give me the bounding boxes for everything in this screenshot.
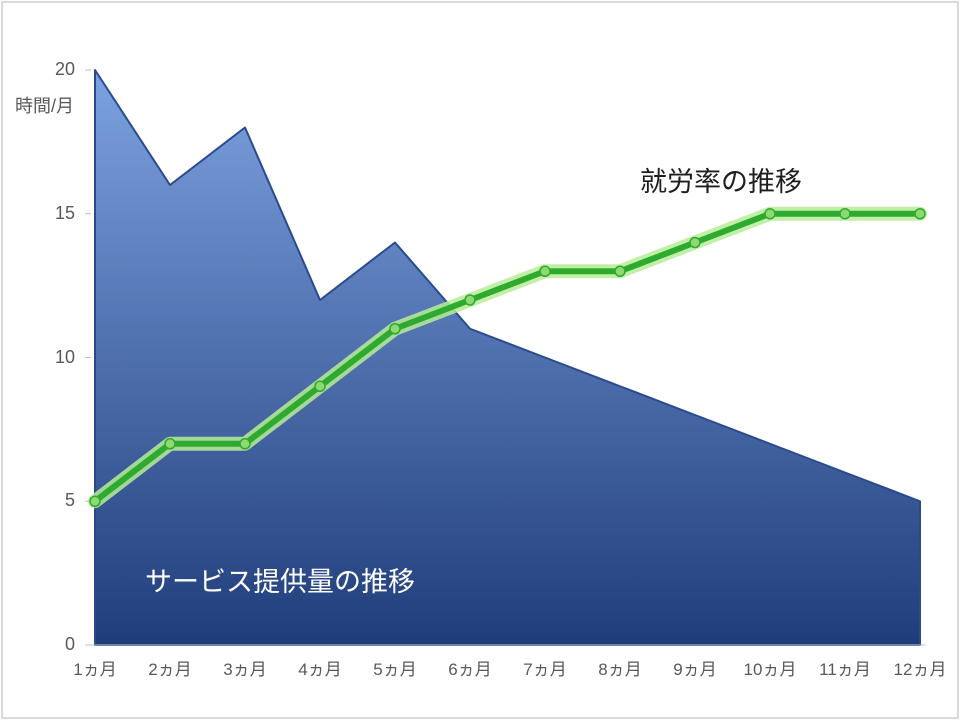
xtick-label: 11ヵ月: [819, 655, 871, 680]
xtick-label: 10ヵ月: [744, 655, 797, 680]
line-marker: [315, 381, 325, 391]
ytick-label: 0: [35, 634, 75, 655]
chart-svg: [0, 0, 960, 720]
xtick-label: 3ヵ月: [223, 655, 266, 680]
ytick-label: 15: [35, 203, 75, 224]
xtick-label: 7ヵ月: [523, 655, 566, 680]
line-marker: [690, 238, 700, 248]
line-marker: [915, 209, 925, 219]
ytick-label: 20: [35, 59, 75, 80]
line-series-label: 就労率の推移: [640, 160, 802, 199]
xtick-label: 8ヵ月: [598, 655, 641, 680]
xtick-label: 2ヵ月: [148, 655, 191, 680]
line-marker: [240, 439, 250, 449]
xtick-label: 9ヵ月: [673, 655, 716, 680]
yaxis-title: 時間/月: [15, 92, 74, 118]
chart-container: 時間/月 サービス提供量の推移 就労率の推移 0 5 10 15 20 1ヵ月 2ヵ月 3ヵ月…: [0, 0, 960, 720]
line-marker: [390, 324, 400, 334]
line-marker: [615, 266, 625, 276]
line-marker: [840, 209, 850, 219]
xtick-label: 1ヵ月: [73, 655, 116, 680]
area-series: [95, 70, 920, 645]
line-marker: [165, 439, 175, 449]
xtick-label: 5ヵ月: [373, 655, 416, 680]
area-series-label: サービス提供量の推移: [145, 560, 415, 599]
line-marker: [540, 266, 550, 276]
xtick-label: 4ヵ月: [298, 655, 341, 680]
line-marker: [465, 295, 475, 305]
xtick-label: 12ヵ月: [894, 655, 947, 680]
xtick-label: 6ヵ月: [448, 655, 491, 680]
ytick-label: 5: [35, 490, 75, 511]
line-marker: [90, 496, 100, 506]
ytick-label: 10: [35, 347, 75, 368]
line-marker: [765, 209, 775, 219]
